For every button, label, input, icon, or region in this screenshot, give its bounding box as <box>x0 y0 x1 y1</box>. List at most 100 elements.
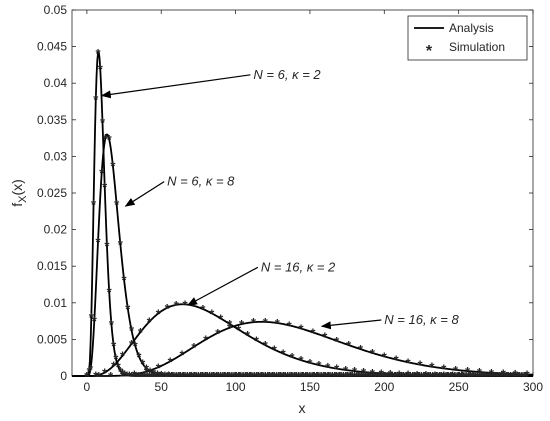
sim-marker: * <box>272 369 278 384</box>
legend-box <box>407 15 528 61</box>
y-axis-label-main: f <box>9 203 25 207</box>
sim-marker: * <box>122 273 128 288</box>
sim-marker: * <box>133 339 139 354</box>
sim-marker: * <box>432 369 438 384</box>
legend-label-simulation: Simulation <box>449 40 505 54</box>
sim-marker: * <box>182 297 188 312</box>
sim-marker: * <box>363 369 369 384</box>
sim-marker: * <box>301 369 307 384</box>
sim-marker: * <box>140 357 146 372</box>
sim-marker: * <box>428 369 434 384</box>
sim-marker: * <box>310 369 316 384</box>
y-tick-label: 0.03 <box>44 149 68 163</box>
sim-marker: * <box>155 367 161 382</box>
sim-marker: * <box>397 369 403 384</box>
sim-marker: * <box>255 369 261 384</box>
sim-marker: * <box>88 362 94 377</box>
sim-marker: * <box>441 368 447 383</box>
sim-marker: * <box>274 369 280 384</box>
sim-marker: * <box>467 369 473 384</box>
sim-marker: * <box>441 369 447 384</box>
sim-marker: * <box>508 369 514 384</box>
sim-marker: * <box>343 363 349 378</box>
annotation-label: N = 6, κ = 2 <box>253 67 321 82</box>
sim-marker: * <box>341 369 347 384</box>
sim-marker: * <box>205 369 211 384</box>
sim-marker: * <box>259 369 265 384</box>
sim-marker: * <box>104 239 110 254</box>
sim-marker: * <box>84 369 90 384</box>
sim-marker: * <box>218 369 224 384</box>
sim-marker: * <box>238 369 244 384</box>
sim-marker: * <box>371 369 377 384</box>
y-tick-label: 0.02 <box>44 223 68 237</box>
sim-marker: * <box>361 365 367 380</box>
sim-marker: * <box>312 369 318 384</box>
sim-marker: * <box>477 365 483 380</box>
sim-marker: * <box>478 369 484 384</box>
sim-marker: * <box>377 369 383 384</box>
sim-marker: * <box>203 369 209 384</box>
sim-marker: * <box>216 369 222 384</box>
sim-marker: * <box>140 369 146 384</box>
sim-marker: * <box>209 369 215 384</box>
sim-marker: * <box>315 369 321 384</box>
sim-marker: * <box>187 369 193 384</box>
sim-marker: * <box>403 369 409 384</box>
sim-marker: * <box>379 366 385 381</box>
sim-marker: * <box>181 369 187 384</box>
sim-marker: * <box>394 369 400 384</box>
sim-marker: * <box>110 159 116 174</box>
sim-marker: * <box>368 369 374 384</box>
sim-marker: * <box>307 369 313 384</box>
sim-marker: * <box>414 368 420 383</box>
sim-marker: * <box>489 366 495 381</box>
annotation-arrow <box>187 266 259 306</box>
sim-marker: * <box>165 301 171 316</box>
sim-marker: * <box>218 369 224 384</box>
sim-marker: * <box>290 369 296 384</box>
sim-marker: * <box>445 369 451 384</box>
sim-marker: * <box>290 350 296 365</box>
sim-marker: * <box>220 369 226 384</box>
sim-marker: * <box>459 369 465 384</box>
annotation-label: N = 6, κ = 8 <box>167 174 235 189</box>
sim-marker: * <box>252 369 258 384</box>
sim-marker: * <box>170 369 176 384</box>
sim-marker: * <box>298 322 304 337</box>
sim-marker: * <box>423 369 429 384</box>
sim-marker: * <box>334 369 340 384</box>
sim-marker: * <box>319 369 325 384</box>
sim-marker: * <box>111 359 117 374</box>
sim-marker: * <box>127 369 133 384</box>
sim-marker: * <box>488 369 494 384</box>
sim-marker: * <box>370 369 376 384</box>
annotations: N = 6, κ = 2 N = 6, κ = 8 N = 16, κ = 2 N =… <box>100 67 459 330</box>
sim-marker: * <box>410 369 416 384</box>
sim-marker: * <box>336 369 342 384</box>
sim-marker: * <box>493 369 499 384</box>
sim-marker: * <box>95 46 101 61</box>
sim-marker: * <box>283 369 289 384</box>
sim-marker: * <box>203 369 209 384</box>
sim-marker: * <box>118 237 124 252</box>
sim-marker: * <box>525 367 531 382</box>
sim-marker: * <box>156 306 162 321</box>
sim-marker: * <box>289 369 295 384</box>
sim-marker: * <box>354 369 360 384</box>
sim-marker: * <box>191 369 197 384</box>
annotation-label: N = 16, κ = 2 <box>261 259 336 274</box>
sim-marker: * <box>471 369 477 384</box>
sim-marker: * <box>285 369 291 384</box>
sim-marker: * <box>171 369 177 384</box>
sim-marker: * <box>196 369 202 384</box>
sim-marker: * <box>337 369 343 384</box>
sim-marker: * <box>247 369 253 384</box>
sim-marker: * <box>466 369 472 384</box>
sim-marker: * <box>352 369 358 384</box>
sim-marker: * <box>191 299 197 314</box>
sim-marker: * <box>345 369 351 384</box>
sim-marker: * <box>363 369 369 384</box>
sim-marker: * <box>449 369 455 384</box>
sim-marker: * <box>475 369 481 384</box>
